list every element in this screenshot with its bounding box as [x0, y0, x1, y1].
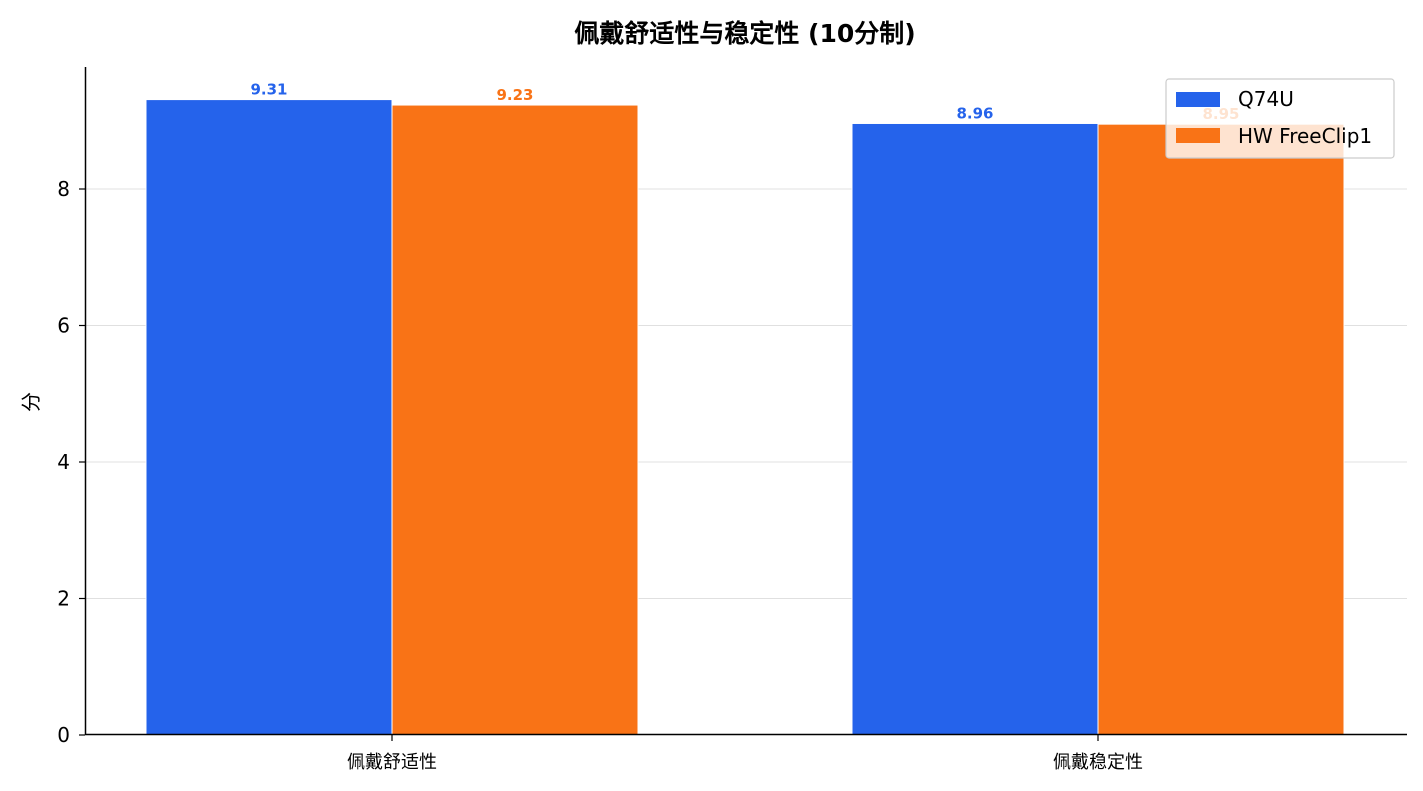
legend-box [1165, 78, 1395, 159]
bar-q74u-1 [851, 122, 1099, 736]
legend-swatch-hw-freeclip1 [1176, 128, 1220, 143]
legend-label-hw-freeclip1: HW FreeClip1 [1238, 124, 1372, 148]
legend-label-q74u: Q74U [1238, 87, 1294, 111]
y-tick-label: 4 [57, 450, 70, 474]
y-axis-label: 分 [19, 392, 43, 412]
data-label: 9.23 [496, 86, 533, 104]
chart-title: 佩戴舒适性与稳定性 (10分制) [574, 19, 915, 48]
bar-hw-freeclip1-1 [1097, 123, 1345, 736]
y-ticks: 0 2 4 6 8 [57, 177, 85, 747]
x-ticks: 佩戴舒适性 佩戴稳定性 [347, 735, 1143, 773]
x-tick-label: 佩戴稳定性 [1053, 752, 1143, 773]
data-label: 9.31 [250, 81, 287, 99]
y-tick-label: 2 [57, 587, 70, 611]
bars [145, 99, 1345, 736]
y-tick-label: 0 [57, 723, 70, 747]
bar-hw-freeclip1-0 [391, 104, 639, 736]
bar-q74u-0 [145, 99, 393, 736]
y-tick-label: 8 [57, 177, 70, 201]
x-tick-label: 佩戴舒适性 [347, 752, 437, 773]
y-tick-label: 6 [57, 314, 70, 338]
legend: Q74U HW FreeClip1 [1165, 78, 1395, 159]
data-label: 8.96 [956, 104, 993, 122]
legend-swatch-q74u [1176, 92, 1220, 107]
